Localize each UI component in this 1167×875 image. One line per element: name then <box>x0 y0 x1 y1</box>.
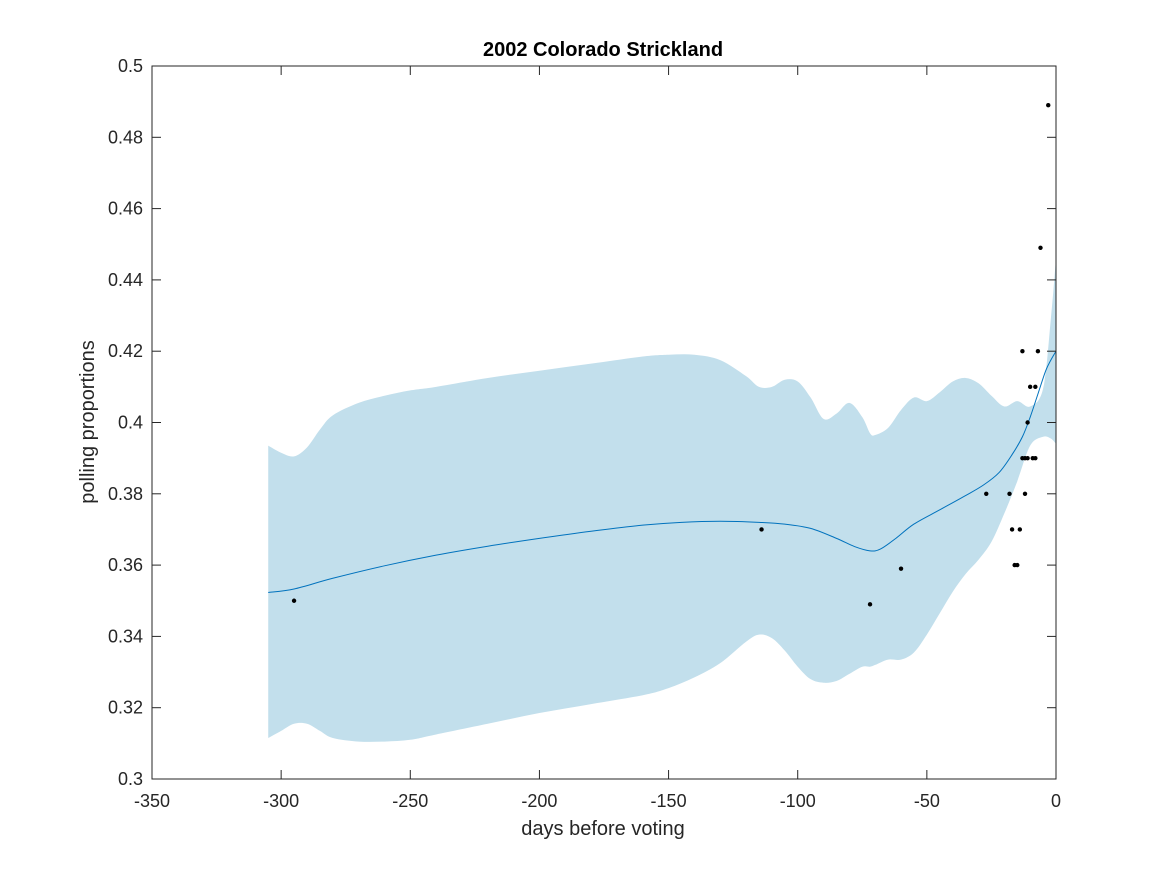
data-point <box>1022 491 1028 496</box>
y-tick-label: 0.36 <box>108 555 143 575</box>
y-tick-label: 0.38 <box>108 484 143 504</box>
data-point <box>1035 349 1041 354</box>
plot-marks <box>268 103 1056 742</box>
y-tick-label: 0.4 <box>118 413 143 433</box>
x-tick-label: -350 <box>134 791 170 811</box>
x-tick-label: -100 <box>780 791 816 811</box>
x-tick-label: -200 <box>521 791 557 811</box>
y-tick-label: 0.42 <box>108 341 143 361</box>
data-point <box>1025 455 1030 461</box>
y-tick-label: 0.46 <box>108 199 143 219</box>
y-tick-label: 0.5 <box>118 56 143 76</box>
data-point <box>1015 562 1020 568</box>
data-point <box>1033 455 1038 461</box>
confidence-band <box>268 258 1056 742</box>
x-tick-label: 0 <box>1051 791 1061 811</box>
data-point <box>1020 349 1025 354</box>
x-axis-label: days before voting <box>521 818 684 840</box>
x-tick-label: -50 <box>914 791 940 811</box>
plot-area <box>268 103 1056 742</box>
y-tick-label: 0.32 <box>108 698 143 718</box>
data-point <box>1046 103 1051 108</box>
y-tick-label: 0.34 <box>108 626 143 646</box>
x-tick-label: -300 <box>263 791 299 811</box>
data-point <box>291 598 297 603</box>
data-point <box>759 527 764 532</box>
data-point <box>1017 527 1023 532</box>
data-point <box>984 491 989 496</box>
data-point <box>898 566 904 571</box>
y-tick-label: 0.44 <box>108 270 143 290</box>
y-tick-label: 0.3 <box>118 769 143 789</box>
data-point <box>1009 527 1015 532</box>
y-axis-label: polling proportions <box>77 340 99 503</box>
data-point <box>1027 384 1033 390</box>
data-point <box>1033 384 1038 390</box>
y-tick-label: 0.48 <box>108 127 143 147</box>
data-point <box>1025 420 1030 425</box>
data-point <box>1007 491 1012 496</box>
chart-title: 2002 Colorado Strickland <box>483 39 723 61</box>
data-point <box>1038 245 1043 251</box>
data-point <box>867 602 873 607</box>
fit-line <box>268 350 1056 594</box>
x-tick-label: -150 <box>651 791 687 811</box>
x-tick-label: -250 <box>392 791 428 811</box>
axes: -350 -300 -250 -200 -150 -100 -50 0 0.3 0.32 0.34 0… <box>108 56 1061 811</box>
